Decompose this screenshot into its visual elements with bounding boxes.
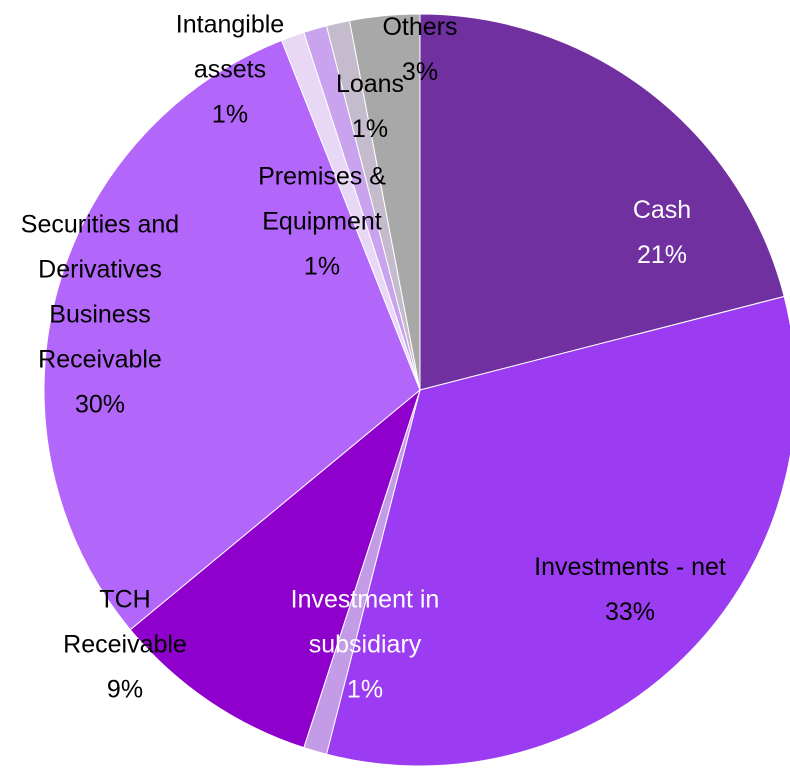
category-name: Others bbox=[382, 13, 458, 41]
slice-label: Cash 21% bbox=[602, 188, 722, 278]
category-name: Loans bbox=[335, 70, 405, 98]
pie-slice bbox=[325, 295, 790, 767]
value-label: 3% bbox=[401, 58, 439, 86]
slice-label: Others 3% bbox=[365, 5, 475, 95]
category-name: Investments - net bbox=[534, 553, 726, 581]
category-name: Investment in subsidiary bbox=[290, 585, 440, 659]
pie-slice bbox=[348, 13, 421, 391]
slice-label: Investment in subsidiary 1% bbox=[265, 578, 465, 713]
category-name: Premises & Equipment bbox=[258, 162, 386, 236]
value-label: 33% bbox=[604, 598, 656, 626]
value-label: 1% bbox=[346, 675, 384, 704]
value-label: 1% bbox=[351, 115, 389, 143]
slice-label: TCH Receivable 9% bbox=[35, 578, 215, 713]
category-name: Intangible assets bbox=[175, 10, 285, 84]
value-label: 1% bbox=[211, 100, 249, 129]
category-name: TCH Receivable bbox=[63, 585, 187, 659]
value-label: 9% bbox=[106, 675, 144, 704]
pie-slice bbox=[129, 388, 422, 749]
value-label: 21% bbox=[636, 241, 688, 269]
pie-slice bbox=[419, 13, 785, 391]
category-name: Securities and Derivatives Business Rece… bbox=[20, 210, 180, 374]
pie-slice bbox=[43, 39, 421, 631]
slice-label: Premises & Equipment 1% bbox=[227, 155, 417, 290]
slice-label: Intangible assets 1% bbox=[150, 3, 310, 138]
slice-label: Securities and Derivatives Business Rece… bbox=[5, 203, 195, 428]
slice-label: Loans 1% bbox=[320, 62, 420, 152]
value-label: 30% bbox=[74, 390, 126, 419]
slice-label: Investments - net 33% bbox=[530, 545, 730, 635]
value-label: 1% bbox=[303, 252, 341, 281]
category-name: Cash bbox=[632, 196, 692, 224]
